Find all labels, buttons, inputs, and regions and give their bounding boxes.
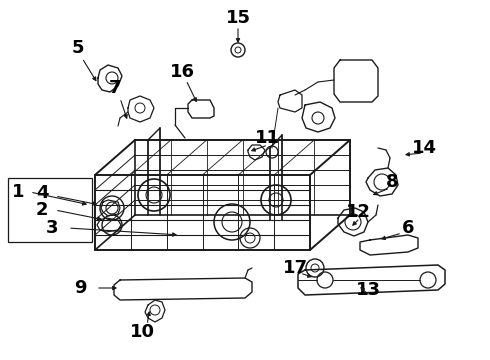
Text: 15: 15 <box>225 9 250 27</box>
Text: 11: 11 <box>254 129 279 147</box>
Text: 13: 13 <box>356 281 381 299</box>
Text: 1: 1 <box>12 183 24 201</box>
Text: 5: 5 <box>72 39 84 57</box>
Text: 2: 2 <box>36 201 48 219</box>
Text: 8: 8 <box>386 173 398 191</box>
Text: 12: 12 <box>345 203 370 221</box>
Text: 3: 3 <box>46 219 58 237</box>
Text: 14: 14 <box>412 139 437 157</box>
Text: 7: 7 <box>109 79 121 97</box>
Text: 17: 17 <box>283 259 308 277</box>
Text: 9: 9 <box>74 279 86 297</box>
Text: 4: 4 <box>36 184 48 202</box>
Text: 6: 6 <box>402 219 414 237</box>
Text: 16: 16 <box>170 63 195 81</box>
Text: 10: 10 <box>129 323 154 341</box>
Bar <box>8 178 92 242</box>
